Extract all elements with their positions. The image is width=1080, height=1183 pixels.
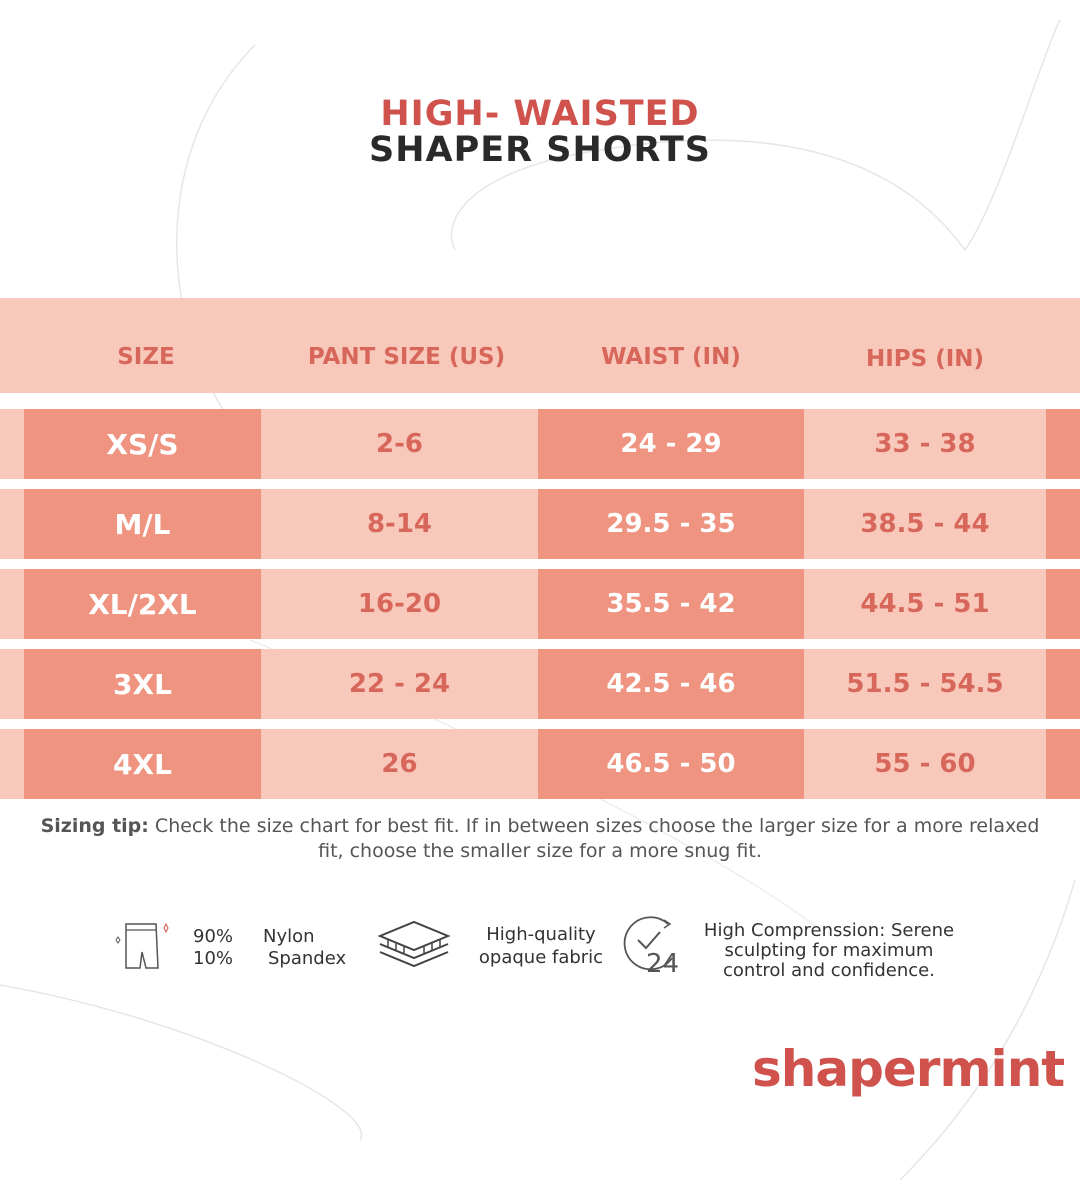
header-pant-size: PANT SIZE (US) <box>307 344 506 370</box>
header-hips: HIPS (IN) <box>865 346 985 372</box>
row-edge <box>1046 569 1080 639</box>
row-edge <box>1046 489 1080 559</box>
waist-cell: 29.5 - 35 <box>538 489 804 559</box>
title-line-2: SHAPER SHORTS <box>369 130 711 170</box>
table-header-band <box>0 298 1080 393</box>
shorts-icon <box>115 922 169 969</box>
size-cell: 4XL <box>24 729 261 799</box>
pant-size-cell: 22 - 24 <box>348 669 451 699</box>
composition-pct-1: 90% <box>193 926 234 947</box>
pant-size-cell: 16-20 <box>357 589 442 619</box>
table-row: 4XL 26 46.5 - 50 55 - 60 <box>0 729 1080 799</box>
compression-line-2: sculpting for maximum <box>724 940 934 961</box>
compression-line-1: High Comprenssion: Serene <box>703 920 955 941</box>
composition-pct-2: 10% <box>193 948 234 969</box>
fabric-line-2: opaque fabric <box>478 947 604 968</box>
shapermint-logo: shapermint <box>752 1040 1065 1098</box>
row-edge <box>1046 649 1080 719</box>
row-edge <box>1046 409 1080 479</box>
row-edge <box>1046 729 1080 799</box>
hips-cell: 55 - 60 <box>874 749 976 779</box>
table-row: XS/S 2-6 24 - 29 33 - 38 <box>0 409 1080 479</box>
table-row: 3XL 22 - 24 42.5 - 46 51.5 - 54.5 <box>0 649 1080 719</box>
fabric-line-1: High-quality <box>486 924 596 945</box>
header-size: SIZE <box>117 344 175 370</box>
header-waist: WAIST (IN) <box>601 344 741 370</box>
size-cell: XS/S <box>24 409 261 479</box>
pant-size-cell: 26 <box>381 749 418 779</box>
pant-size-cell: 2-6 <box>376 429 423 459</box>
composition-material-1: Nylon <box>263 926 315 947</box>
waist-cell: 42.5 - 46 <box>538 649 804 719</box>
waist-cell: 24 - 29 <box>538 409 804 479</box>
waist-cell: 46.5 - 50 <box>538 729 804 799</box>
hips-cell: 33 - 38 <box>874 429 976 459</box>
size-cell: 3XL <box>24 649 261 719</box>
waist-cell: 35.5 - 42 <box>538 569 804 639</box>
clock-24-label: 24 <box>646 949 679 978</box>
compression-line-3: control and confidence. <box>723 960 935 981</box>
composition-material-2: Spandex <box>268 948 347 969</box>
size-cell: M/L <box>24 489 261 559</box>
size-cell: XL/2XL <box>24 569 261 639</box>
fabric-layers-icon <box>377 920 451 968</box>
hips-cell: 51.5 - 54.5 <box>846 669 1004 699</box>
sizing-tip-label: Sizing tip: <box>40 815 149 837</box>
hips-cell: 44.5 - 51 <box>860 589 990 619</box>
table-row: XL/2XL 16-20 35.5 - 42 44.5 - 51 <box>0 569 1080 639</box>
table-row: M/L 8-14 29.5 - 35 38.5 - 44 <box>0 489 1080 559</box>
sizing-tip-text: Check the size chart for best fit. If in… <box>148 815 1040 862</box>
pant-size-cell: 8-14 <box>366 509 433 539</box>
hips-cell: 38.5 - 44 <box>860 509 990 539</box>
title-line-1: HIGH- WAISTED <box>380 94 700 134</box>
clock-24-icon: 24 <box>623 916 679 978</box>
sizing-tip: Sizing tip: Check the size chart for bes… <box>40 814 1040 864</box>
